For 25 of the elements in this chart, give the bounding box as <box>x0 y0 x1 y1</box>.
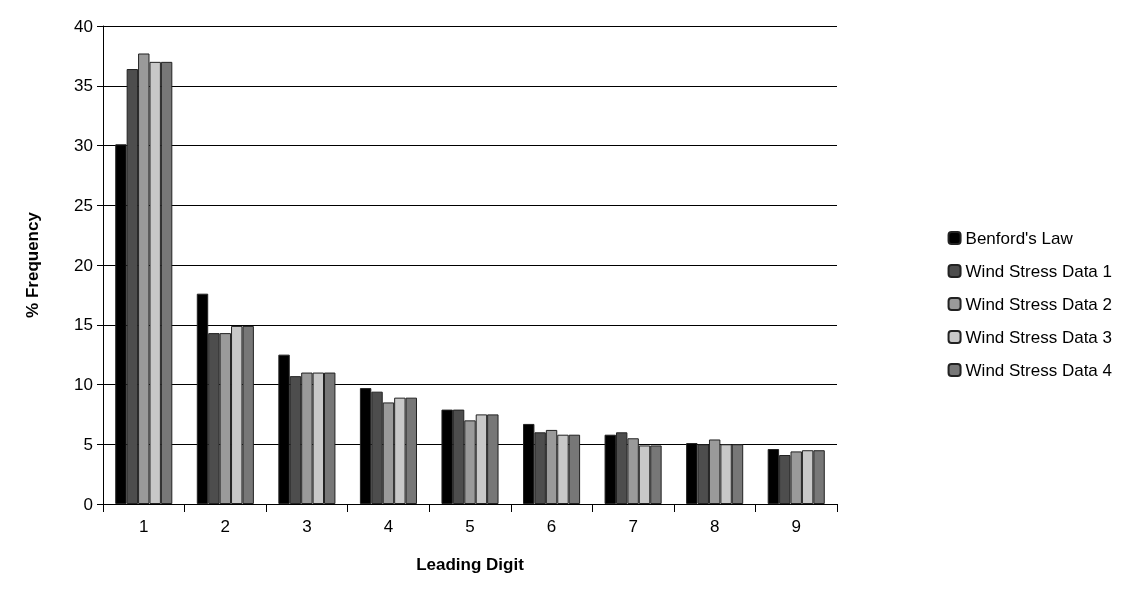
legend-label: Benford's Law <box>965 228 1074 248</box>
x-tick-label: 7 <box>628 517 638 536</box>
x-tick-label: 8 <box>709 517 720 536</box>
y-tick-label: 15 <box>74 315 93 335</box>
x-tick-label: 9 <box>791 517 801 536</box>
x-axis-title: Leading Digit <box>416 555 525 574</box>
x-tick-label: 5 <box>465 517 475 536</box>
legend-label: Wind Stress Data 4 <box>965 360 1113 380</box>
legend-label: Wind Stress Data 2 <box>965 294 1113 314</box>
x-tick-label: 3 <box>302 517 312 536</box>
y-tick-label: 10 <box>74 375 93 394</box>
x-tick-label: 2 <box>220 517 231 536</box>
y-tick-label: 40 <box>74 16 93 36</box>
y-tick-label: 35 <box>74 76 93 96</box>
x-tick-label: 1 <box>139 517 149 536</box>
legend-label: Wind Stress Data 1 <box>965 261 1113 281</box>
y-tick-label: 30 <box>74 136 93 155</box>
x-tick-label: 6 <box>546 517 557 536</box>
y-tick-label: 25 <box>74 195 93 215</box>
x-tick-label: 4 <box>383 517 394 536</box>
legend-label: Wind Stress Data 3 <box>965 327 1113 347</box>
y-tick-label: 20 <box>74 255 93 275</box>
y-tick-label: 0 <box>83 494 93 514</box>
y-tick-label: 5 <box>83 434 93 454</box>
y-axis-title: % Frequency <box>23 211 42 318</box>
